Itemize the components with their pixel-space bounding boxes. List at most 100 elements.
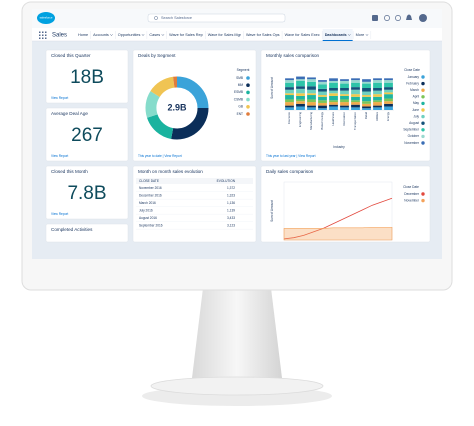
avatar[interactable] [419,14,427,22]
card-title: Month on month sales evolution [138,169,203,174]
add-icon[interactable] [372,15,378,21]
legend-swatch [421,81,425,86]
bar-segment [285,93,294,96]
bar-segment [362,106,371,109]
table-header-bg [136,178,253,184]
card-footer[interactable]: This year to date | View Report [138,154,182,158]
legend-title: Close Date [404,68,420,72]
nav-tab[interactable]: Home [78,33,88,37]
bar-segment [362,81,371,84]
bar-segment [373,90,382,95]
legend-label: October [408,134,420,138]
legend-swatch [421,121,425,125]
stand-base [150,376,324,396]
bar-segment [307,86,316,90]
legend-label: September [403,128,420,132]
bar-segment [362,108,371,110]
x-tick-label: Recreation [342,112,346,126]
donut-center-label: 2.9B [167,102,187,112]
bar-segment [318,81,327,85]
legend-swatch [246,76,250,80]
bar-segment [318,96,327,101]
notifications-icon[interactable] [406,14,412,21]
bar-segment [340,105,349,108]
table-cell: 1,139 [227,208,235,212]
bar-segment [285,82,294,88]
view-report-link[interactable]: View Report [51,154,68,158]
bar-segment [384,78,393,81]
metric-value: 18B [70,67,104,88]
card-title: Completed Activities [51,227,93,232]
column-header: CLOSE DATE [139,179,159,183]
table-cell: 3,433 [227,216,235,220]
legend-label: April [413,95,420,99]
stand-neck [192,288,282,378]
area [283,226,393,241]
legend-label: August [409,121,419,125]
y-axis-label: Sum of Amount [270,200,274,222]
bar-segment [318,102,327,106]
nav-tab[interactable]: More [356,33,365,37]
bar-segment [296,101,305,104]
app-launcher[interactable] [39,31,47,40]
bar-segment [373,94,382,97]
legend-title: Segment [237,68,250,72]
search-icon [154,16,158,20]
bar-segment [296,76,305,80]
card-title: Monthly sales comparison [266,53,320,58]
card-title: Deals by Segment [138,53,176,58]
nav-tab[interactable]: Wave for Sales Mgr [208,33,242,37]
bar-segment [296,95,305,100]
nav-tab[interactable]: Opportunities [118,33,141,37]
search-box[interactable] [147,13,286,23]
bar-segment [362,95,371,97]
bar-segment [351,89,360,95]
nav-tab[interactable]: Accounts [93,33,109,37]
dropdown-chevron [161,34,165,36]
legend-swatch [421,95,425,99]
legend-label: February [406,81,419,85]
legend-label: July [413,114,419,118]
bar-segment [340,90,349,95]
donut-segment [150,76,175,98]
card-footer[interactable]: This year to last year | View Report [266,154,316,158]
legend-label: May [413,101,419,105]
view-report-link[interactable]: View Report [51,212,68,216]
x-tick-label: Healthcare [331,112,335,126]
settings-icon[interactable] [395,15,401,21]
bar-segment [296,86,305,89]
legend-swatch [246,90,250,95]
bar-segment [373,82,382,88]
bar-segment [351,104,360,108]
bar-segment [329,80,338,83]
bar-segment [384,80,393,83]
bar-segment [285,89,294,94]
legend-swatch [246,83,250,87]
nav-tab[interactable]: Wave for Sales Ops [246,33,280,37]
bar-segment [285,102,294,106]
metric-value: 267 [71,125,103,146]
bar-segment [384,103,393,107]
bar-segment [329,104,338,107]
bar-segment [318,84,327,89]
nav-tab[interactable]: Wave for Sales Rep [169,33,203,37]
bar-segment [307,95,316,100]
x-tick-label: Transportation [353,112,357,130]
nav-tab[interactable]: Wave for Sales Exec [285,33,320,37]
help-icon[interactable] [384,15,390,21]
table-cell: July 2016 [139,208,153,212]
content: Closed this Quarter 18B View Report Average… [45,49,431,243]
table-cell: August 2016 [139,216,157,220]
card-title: Daily sales comparison [266,169,314,174]
bar-segment [307,77,316,80]
bar-segment [329,106,338,110]
card [260,165,431,243]
nav-tab[interactable]: Cases [149,33,160,37]
view-report-link[interactable]: View Report [51,96,68,100]
legend-swatch [421,141,425,145]
card [45,165,129,220]
bar-segment [373,102,382,106]
bar-segment [307,93,316,96]
donut-segment [176,76,209,109]
nav-tab[interactable]: Dashboards [325,33,347,37]
